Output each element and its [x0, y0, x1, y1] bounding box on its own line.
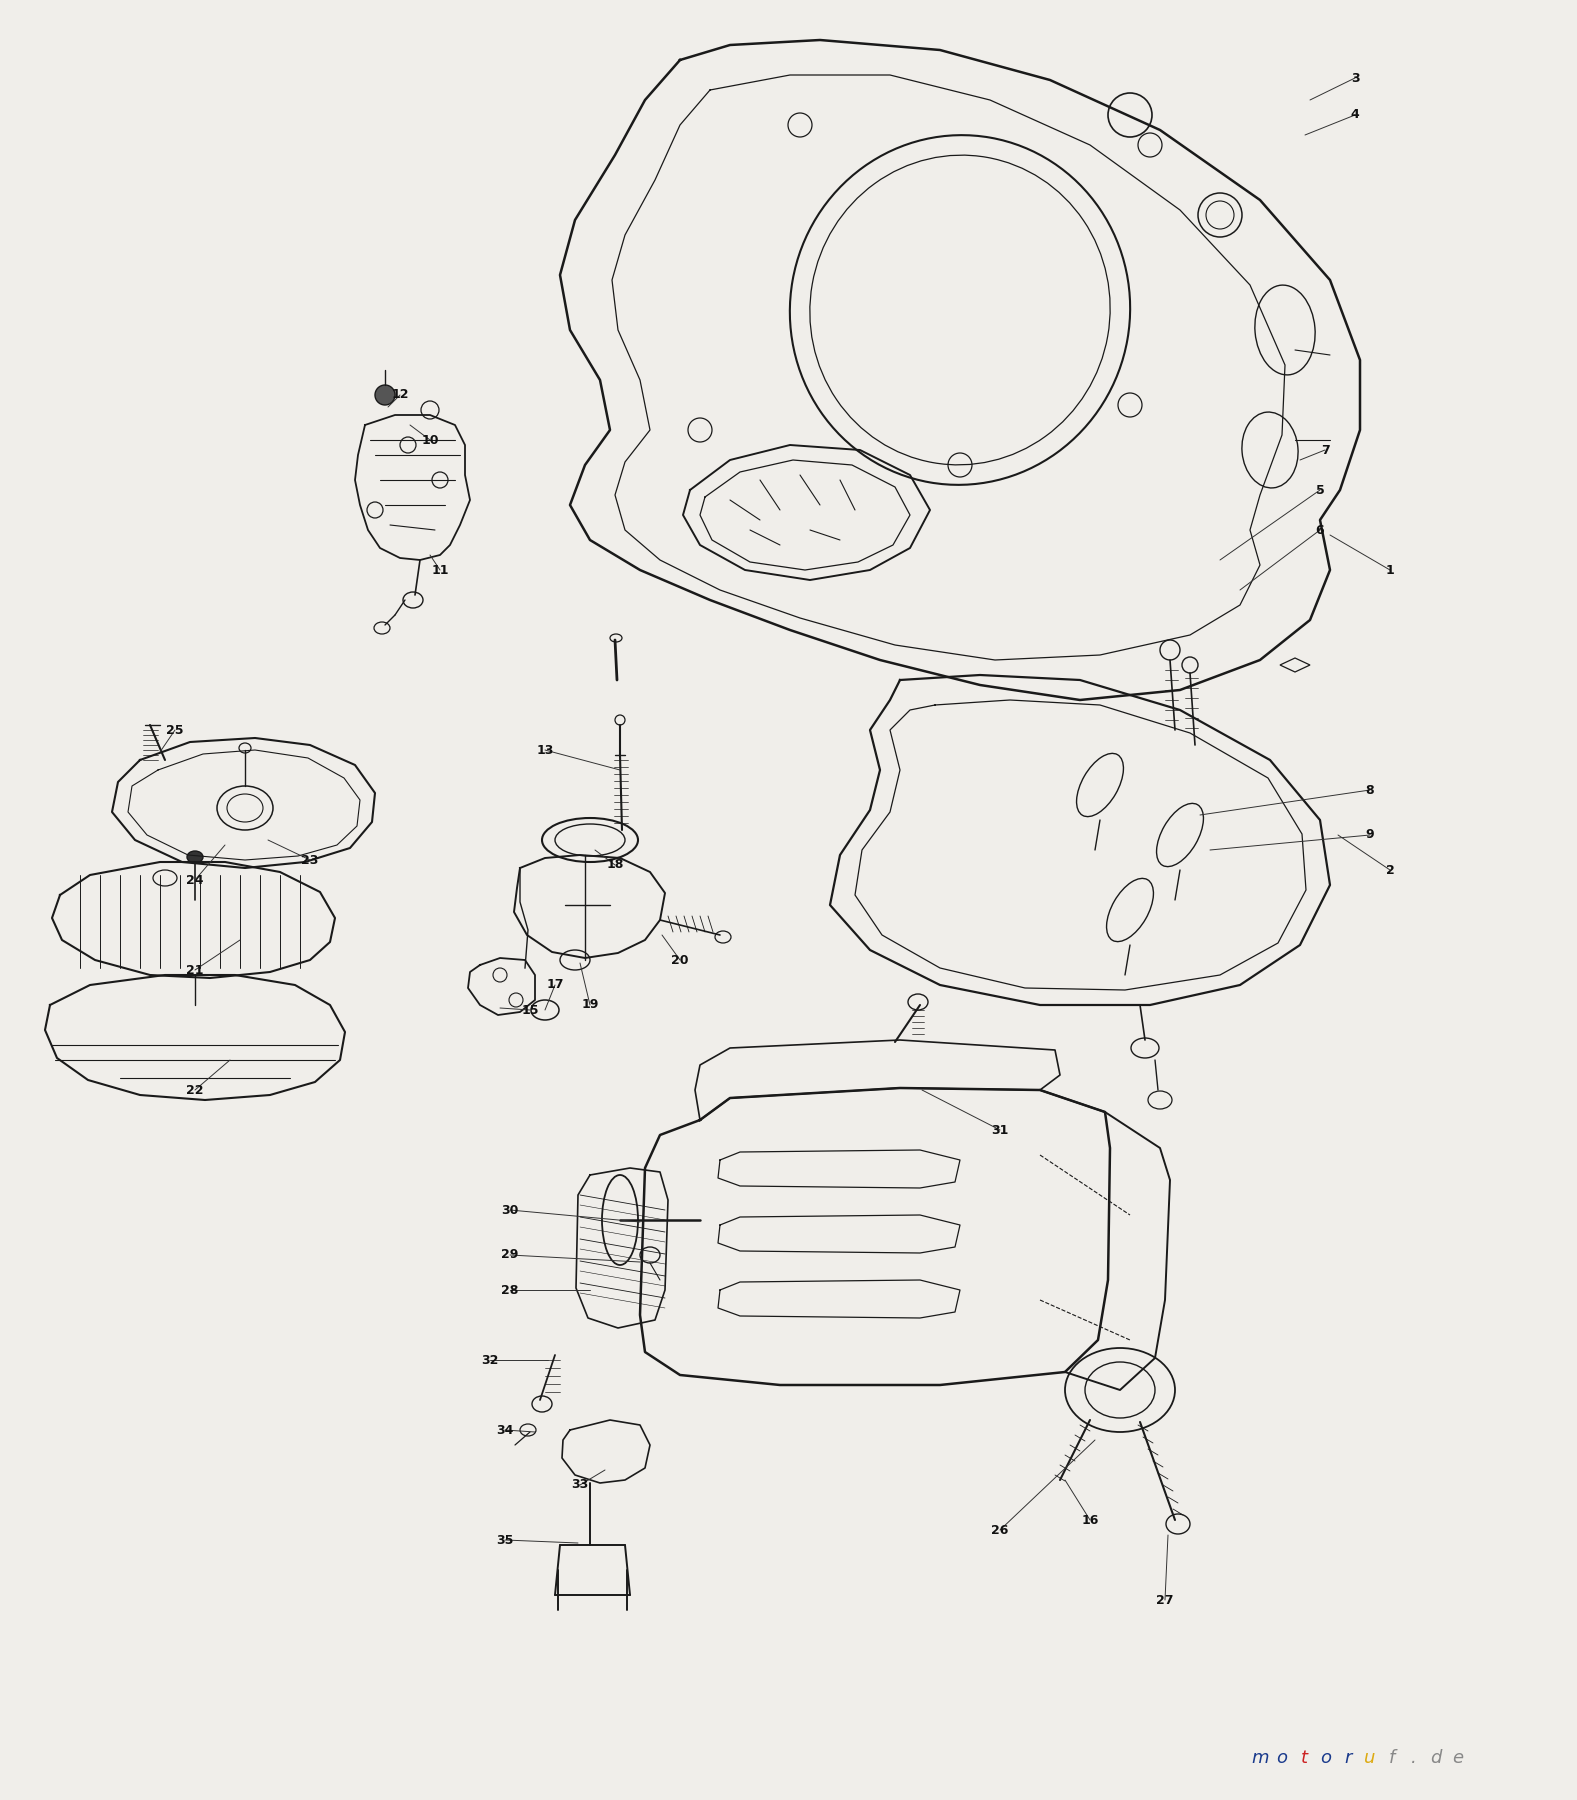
Text: o: o [1320, 1750, 1331, 1768]
Text: 32: 32 [481, 1354, 498, 1366]
Text: d: d [1430, 1750, 1441, 1768]
Text: 26: 26 [992, 1523, 1009, 1537]
Text: .: . [1411, 1750, 1416, 1768]
Ellipse shape [188, 851, 203, 862]
Text: o: o [1276, 1750, 1287, 1768]
Text: 17: 17 [546, 979, 563, 992]
Text: 8: 8 [1366, 783, 1374, 796]
Text: e: e [1452, 1750, 1463, 1768]
Text: 2: 2 [1386, 864, 1394, 877]
Text: m: m [1251, 1750, 1269, 1768]
Text: f: f [1389, 1750, 1396, 1768]
Text: 1: 1 [1386, 563, 1394, 576]
Text: 28: 28 [501, 1283, 519, 1296]
Text: 25: 25 [166, 724, 185, 736]
Text: 33: 33 [571, 1478, 588, 1492]
Text: 34: 34 [497, 1424, 514, 1436]
Text: 19: 19 [582, 999, 599, 1012]
Text: 16: 16 [1082, 1514, 1099, 1526]
Text: 30: 30 [501, 1204, 519, 1217]
Text: 5: 5 [1315, 484, 1325, 497]
Text: 3: 3 [1350, 72, 1359, 85]
Text: 24: 24 [186, 873, 203, 887]
Text: 20: 20 [672, 954, 689, 967]
Text: 21: 21 [186, 963, 203, 976]
Text: 22: 22 [186, 1084, 203, 1096]
Text: 31: 31 [992, 1123, 1009, 1136]
Text: 9: 9 [1366, 828, 1374, 842]
Text: 23: 23 [301, 853, 319, 866]
Text: 11: 11 [431, 563, 449, 576]
Text: t: t [1301, 1750, 1307, 1768]
Text: 15: 15 [522, 1004, 539, 1017]
Text: 12: 12 [391, 389, 408, 401]
Text: 6: 6 [1315, 524, 1325, 536]
Text: 7: 7 [1320, 443, 1329, 457]
Text: 10: 10 [421, 434, 438, 446]
Text: 35: 35 [497, 1534, 514, 1546]
Text: 13: 13 [536, 743, 554, 756]
Text: r: r [1344, 1750, 1351, 1768]
Text: 29: 29 [501, 1249, 519, 1262]
Text: u: u [1364, 1750, 1375, 1768]
Ellipse shape [375, 385, 394, 405]
Text: 27: 27 [1156, 1593, 1173, 1606]
Text: 4: 4 [1350, 108, 1359, 122]
Text: 18: 18 [606, 859, 623, 871]
